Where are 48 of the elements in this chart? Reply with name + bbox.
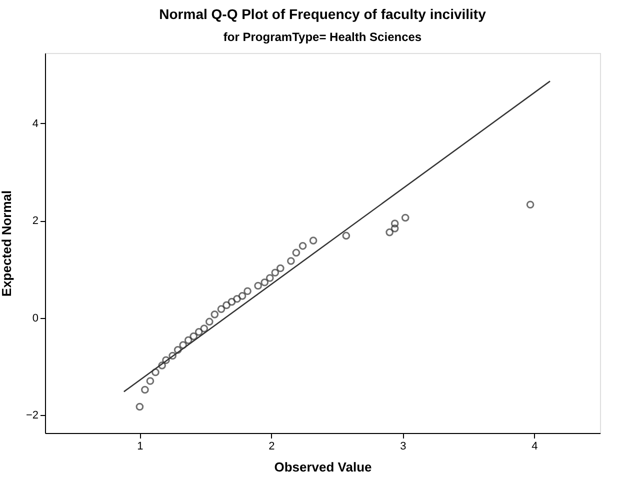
point [152,368,160,376]
point [390,220,399,228]
point [158,362,166,370]
point [146,377,154,385]
chart-subtitle: for ProgramType= Health Sciences [223,30,422,44]
point [401,214,410,222]
x-tick-label: 4 [532,440,538,452]
y-tick-label: 4 [32,118,38,130]
point [184,336,192,344]
point [200,324,208,332]
point [233,294,241,303]
point [386,228,394,236]
point [168,352,176,360]
point [222,301,230,310]
chart-title: Normal Q-Q Plot of Frequency of faculty incivility [159,6,486,22]
point [287,257,295,265]
point [194,328,203,336]
point [342,232,350,240]
point [162,356,170,364]
y-axis-title: Expected Normal [0,190,14,297]
point [298,242,307,250]
y-tick-label: 0 [32,312,38,324]
point [271,268,280,277]
point [244,287,252,296]
point [390,224,399,232]
x-tick-label: 2 [268,440,275,452]
point [228,298,236,306]
y-tick-label: −2 [26,410,38,422]
point [190,332,198,340]
point [266,274,274,282]
x-tick-label: 1 [137,440,144,452]
point [238,292,246,300]
point [205,318,214,326]
point [260,278,269,286]
point [526,200,534,209]
point [210,310,219,318]
point [179,341,188,349]
point [141,386,149,394]
y-tick-label: 2 [32,215,38,228]
point [254,282,262,290]
point [309,236,318,244]
x-tick-label: 3 [400,440,406,452]
point [136,402,144,411]
point [276,264,284,272]
point [292,248,300,257]
point [217,305,226,313]
x-axis-title: Observed Value [274,460,372,474]
point [174,346,182,354]
